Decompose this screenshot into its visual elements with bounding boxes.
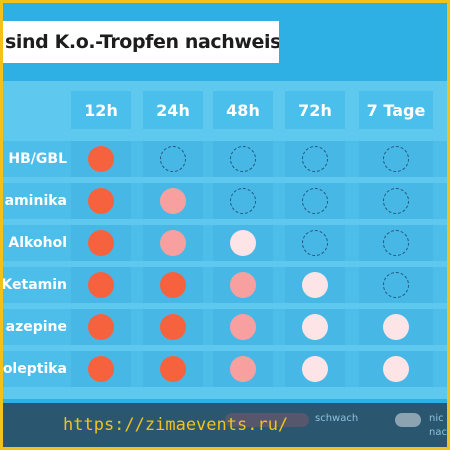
table-cell: [143, 183, 203, 219]
row-label: aminika: [4, 193, 67, 209]
table-cell: [213, 225, 273, 261]
table-cell: [285, 309, 345, 345]
table-cell: [213, 309, 273, 345]
table-cell: [285, 225, 345, 261]
table-cell: [359, 309, 433, 345]
column-header-4: 7 Tage: [359, 91, 433, 129]
legend-none-label-1: nic: [429, 413, 444, 424]
legend-none-swatch: [395, 413, 421, 427]
row-label: Ketamin: [3, 277, 67, 293]
table-cell: [213, 183, 273, 219]
legend-medium-swatch: [225, 413, 309, 427]
filled-circle-icon: [160, 230, 186, 256]
watermark-url[interactable]: https://zimaevents.ru/: [63, 415, 289, 435]
filled-circle-icon: [230, 230, 256, 256]
filled-circle-icon: [88, 272, 114, 298]
table-cell: [285, 267, 345, 303]
table-cell: [143, 351, 203, 387]
empty-circle-icon: [230, 188, 256, 214]
empty-circle-icon: [383, 272, 409, 298]
legend-footer: [3, 403, 447, 447]
table-cell: [285, 141, 345, 177]
filled-circle-icon: [88, 188, 114, 214]
table-cell: [359, 141, 433, 177]
legend-weak-label: schwach: [315, 413, 359, 424]
table-cell: [143, 309, 203, 345]
filled-circle-icon: [160, 314, 186, 340]
column-header-0: 12h: [71, 91, 131, 129]
filled-circle-icon: [88, 146, 114, 172]
table-cell: [71, 309, 131, 345]
table-cell: [359, 351, 433, 387]
table-cell: [143, 267, 203, 303]
table-cell: [359, 225, 433, 261]
column-header-2: 48h: [213, 91, 273, 129]
empty-circle-icon: [160, 146, 186, 172]
empty-circle-icon: [302, 188, 328, 214]
page-title: sind K.o.-Tropfen nachweisbar: [3, 21, 279, 63]
filled-circle-icon: [383, 314, 409, 340]
empty-circle-icon: [383, 188, 409, 214]
table-cell: [143, 141, 203, 177]
table-cell: [71, 141, 131, 177]
filled-circle-icon: [302, 356, 328, 382]
filled-circle-icon: [230, 314, 256, 340]
row-label: HB/GBL: [8, 151, 67, 167]
table-cell: [71, 225, 131, 261]
empty-circle-icon: [230, 146, 256, 172]
filled-circle-icon: [160, 356, 186, 382]
row-label: azepine: [5, 319, 67, 335]
column-header-3: 72h: [285, 91, 345, 129]
filled-circle-icon: [88, 230, 114, 256]
filled-circle-icon: [302, 272, 328, 298]
empty-circle-icon: [383, 230, 409, 256]
filled-circle-icon: [230, 356, 256, 382]
empty-circle-icon: [302, 230, 328, 256]
filled-circle-icon: [230, 272, 256, 298]
filled-circle-icon: [302, 314, 328, 340]
table-cell: [213, 141, 273, 177]
empty-circle-icon: [302, 146, 328, 172]
table-cell: [285, 183, 345, 219]
table-cell: [213, 267, 273, 303]
filled-circle-icon: [383, 356, 409, 382]
filled-circle-icon: [88, 314, 114, 340]
table-cell: [71, 351, 131, 387]
table-cell: [359, 267, 433, 303]
column-header-1: 24h: [143, 91, 203, 129]
row-label: oleptika: [3, 361, 67, 377]
filled-circle-icon: [160, 272, 186, 298]
table-cell: [285, 351, 345, 387]
table-cell: [143, 225, 203, 261]
filled-circle-icon: [88, 356, 114, 382]
table-cell: [71, 183, 131, 219]
empty-circle-icon: [383, 146, 409, 172]
table-cell: [213, 351, 273, 387]
table-cell: [71, 267, 131, 303]
filled-circle-icon: [160, 188, 186, 214]
row-label: Alkohol: [8, 235, 67, 251]
legend-none-label-2: nac: [429, 427, 447, 438]
table-cell: [359, 183, 433, 219]
